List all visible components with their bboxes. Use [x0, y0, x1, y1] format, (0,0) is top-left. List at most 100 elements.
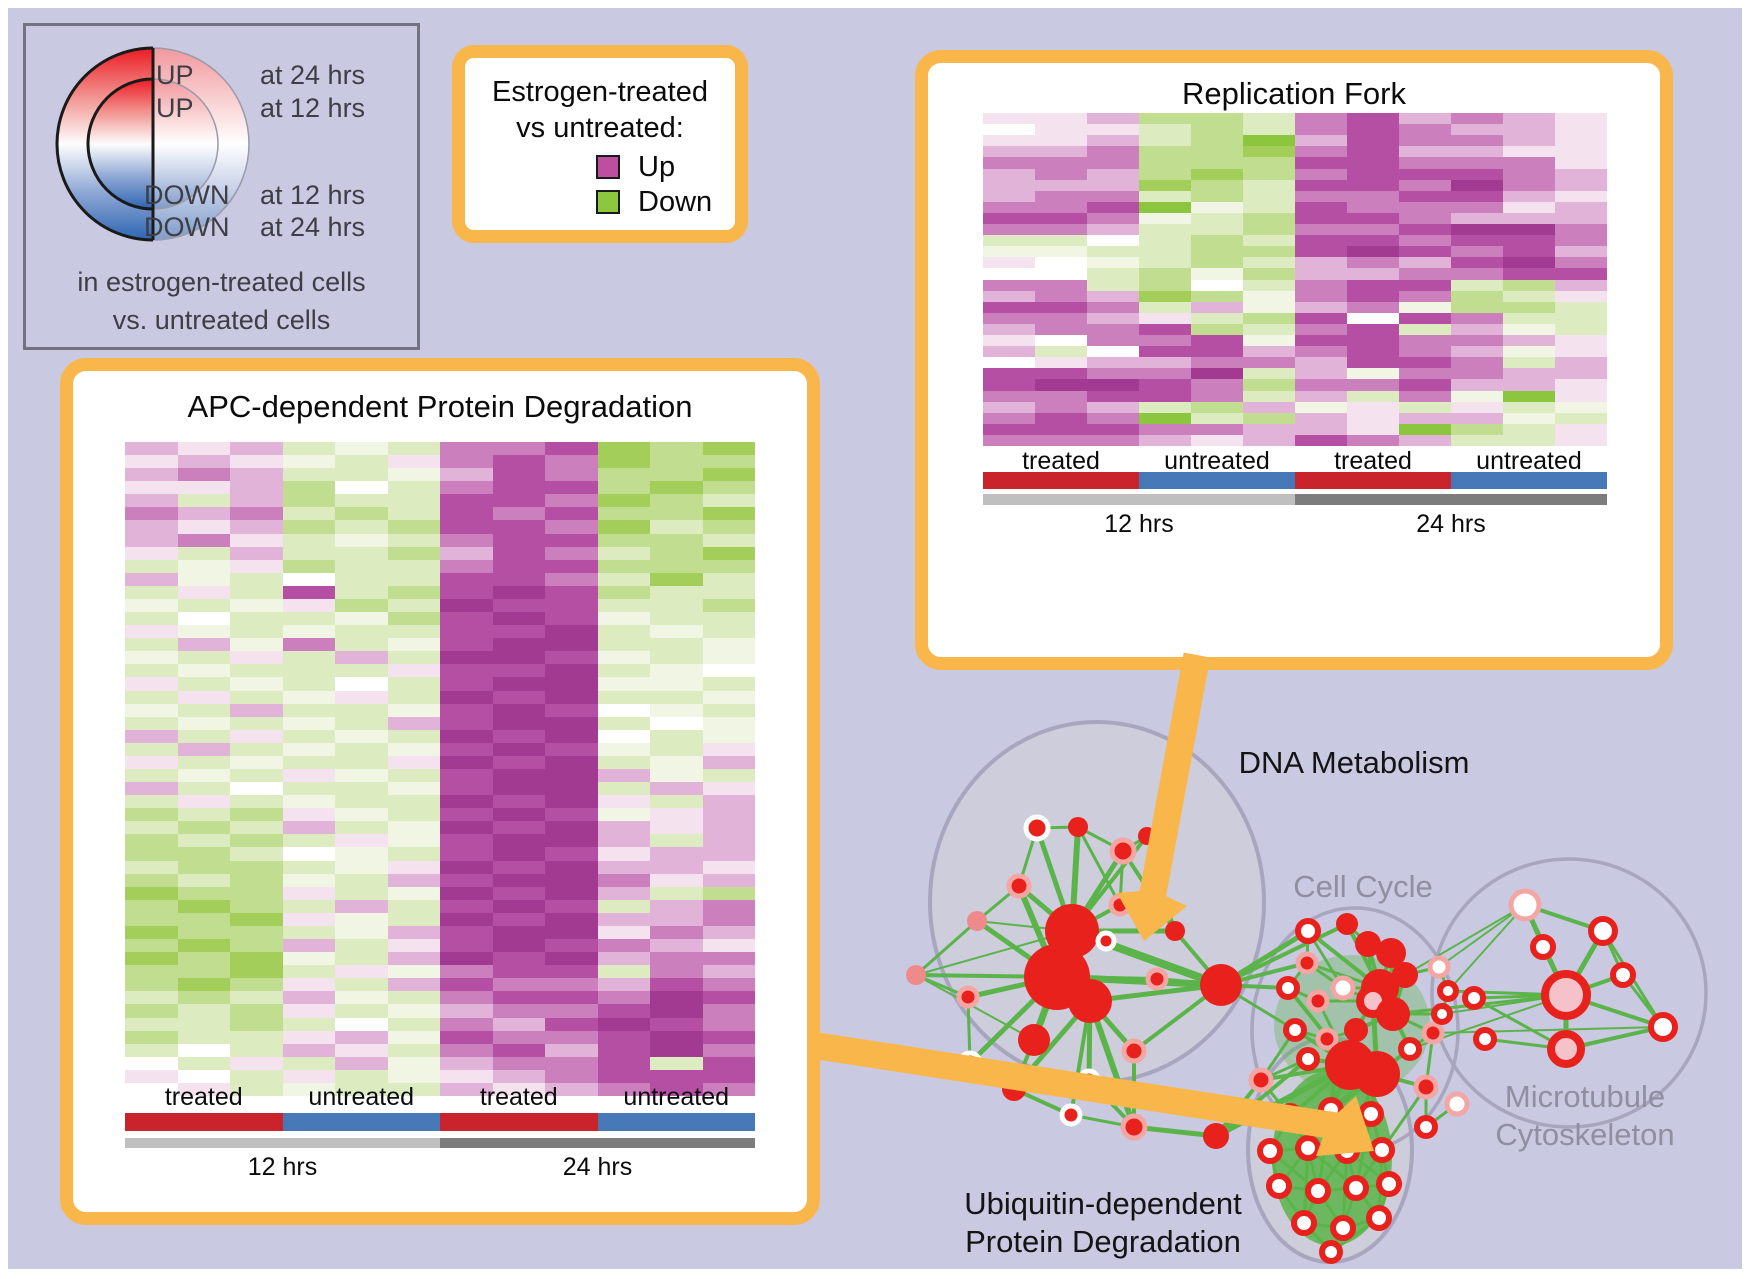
- heatmap-cell: [1347, 357, 1399, 369]
- heatmap-cell: [282, 442, 335, 456]
- heatmap-cell: [597, 808, 650, 822]
- heatmap-cell: [702, 991, 755, 1005]
- heatmap-cell: [492, 1069, 545, 1083]
- heatmap-cell: [702, 1030, 755, 1044]
- heatmap-cell: [650, 690, 703, 704]
- heatmap-cell: [1503, 157, 1555, 169]
- heatmap-cell: [387, 899, 440, 913]
- heatmap-cell: [1243, 157, 1295, 169]
- heatmap-cell: [1139, 157, 1191, 169]
- legend-swatch-up: [596, 155, 620, 179]
- heatmap-cell: [1035, 379, 1087, 391]
- heatmap-cell: [335, 1043, 388, 1057]
- heatmap-cell: [1295, 357, 1347, 369]
- legend-label-up: Up: [638, 151, 676, 183]
- heatmap-cell: [335, 598, 388, 613]
- heatmap-cell: [335, 546, 388, 560]
- heatmap-cell: [1243, 224, 1295, 236]
- heatmap-cell: [545, 965, 598, 979]
- heatmap-cell: [702, 729, 755, 743]
- heatmap-cell: [440, 1017, 493, 1031]
- heatmap-cell: [1035, 124, 1087, 136]
- heatmap-cell: [282, 612, 335, 626]
- heatmap-cell: [1451, 346, 1503, 358]
- heatmap-cell: [1087, 124, 1139, 136]
- time-label: 24 hrs: [562, 1153, 633, 1181]
- heatmap-cell: [1399, 168, 1451, 180]
- heatmap-cell: [1503, 168, 1555, 180]
- heatmap-cell: [230, 742, 283, 756]
- heatmap-cell: [1503, 346, 1555, 358]
- heatmap-cell: [1503, 301, 1555, 313]
- heatmap-cell: [1399, 235, 1451, 247]
- heatmap-cell: [440, 729, 493, 743]
- heatmap-cell: [1191, 157, 1243, 169]
- heatmap-cell: [492, 546, 545, 560]
- heatmap-cell: [492, 939, 545, 953]
- heatmap-cell: [335, 533, 388, 547]
- heatmap-cell: [335, 939, 388, 953]
- condition-label: untreated: [623, 1083, 730, 1111]
- rf-condition-bars: [983, 472, 1607, 489]
- heatmap-cell: [230, 925, 283, 940]
- heatmap-cell: [545, 1017, 598, 1031]
- heatmap-cell: [1035, 290, 1087, 302]
- heatmap-cell: [335, 1030, 388, 1044]
- heatmap-cell: [650, 939, 703, 953]
- heatmap-cell: [597, 546, 650, 560]
- heatmap-cell: [440, 585, 493, 599]
- heatmap-cell: [492, 821, 545, 835]
- heatmap-cell: [1295, 135, 1347, 147]
- heatmap-cell: [597, 638, 650, 652]
- heatmap-cell: [1503, 224, 1555, 236]
- treatment-legend-title-line2: vs untreated:: [516, 112, 684, 144]
- heatmap-cell: [1139, 224, 1191, 236]
- heatmap-cell: [125, 572, 178, 586]
- heatmap-cell: [282, 965, 335, 979]
- heatmap-cell: [650, 808, 703, 822]
- heatmap-cell: [230, 952, 283, 966]
- heatmap-cell: [1399, 401, 1451, 413]
- heatmap-cell: [230, 651, 283, 665]
- heatmap-cell: [335, 442, 388, 456]
- heatmap-cell: [545, 468, 598, 482]
- treated-bar: [1295, 472, 1451, 489]
- heatmap-cell: [1347, 135, 1399, 147]
- heatmap-cell: [282, 899, 335, 913]
- heatmap-cell: [597, 612, 650, 626]
- heatmap-cell: [282, 585, 335, 599]
- heatmap-cell: [1555, 423, 1607, 435]
- heatmap-cell: [492, 847, 545, 861]
- heatmap-cell: [282, 703, 335, 717]
- heatmap-cell: [440, 1004, 493, 1018]
- heatmap-cell: [1139, 434, 1191, 446]
- heatmap-cell: [1399, 224, 1451, 236]
- heatmap-cell: [1191, 246, 1243, 258]
- heatmap-cell: [1191, 346, 1243, 358]
- heatmap-cell: [1191, 135, 1243, 147]
- heatmap-cell: [282, 821, 335, 835]
- heatmap-cell: [1035, 390, 1087, 402]
- heatmap-cell: [650, 782, 703, 796]
- heatmap-cell: [125, 533, 178, 547]
- heatmap-cell: [440, 886, 493, 900]
- heatmap-cell: [177, 899, 230, 913]
- heatmap-cell: [440, 991, 493, 1005]
- heatmap-cell: [1451, 379, 1503, 391]
- heatmap-cell: [1243, 146, 1295, 158]
- heatmap-cell: [387, 572, 440, 586]
- heatmap-cell: [1399, 146, 1451, 158]
- heatmap-cell: [545, 442, 598, 456]
- heatmap-cell: [492, 755, 545, 769]
- heatmap-cell: [1399, 423, 1451, 435]
- heatmap-cell: [1399, 268, 1451, 280]
- heatmap-cell: [230, 939, 283, 953]
- heatmap-cell: [1295, 346, 1347, 358]
- heatmap-cell: [492, 572, 545, 586]
- heatmap-cell: [650, 795, 703, 809]
- heatmap-cell: [1503, 201, 1555, 213]
- heatmap-cell: [1191, 268, 1243, 280]
- heatmap-cell: [597, 1069, 650, 1083]
- heatmap-cell: [1191, 201, 1243, 213]
- heatmap-cell: [282, 860, 335, 874]
